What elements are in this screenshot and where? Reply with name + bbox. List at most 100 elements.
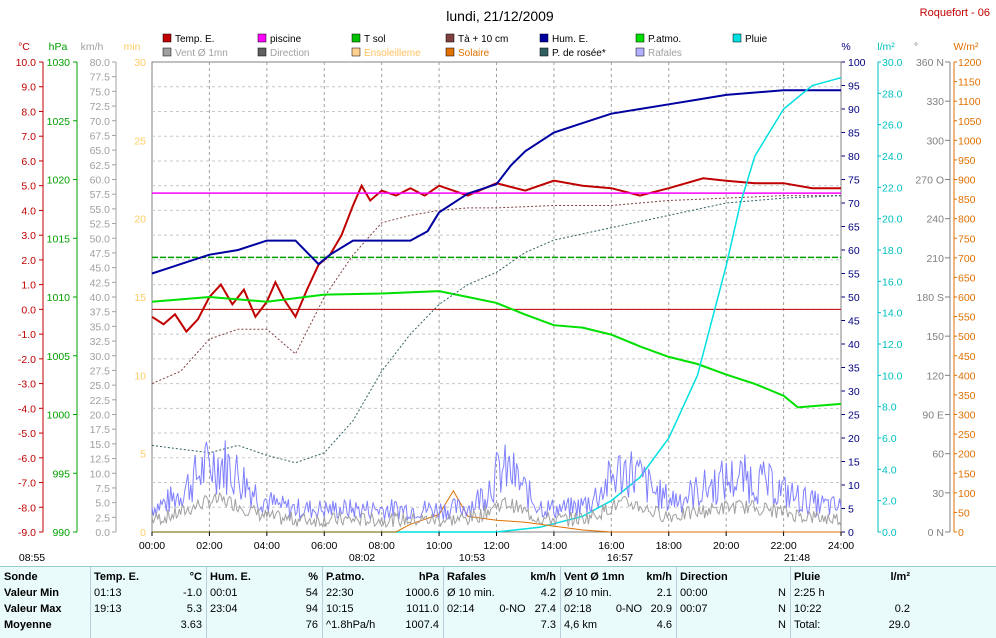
stats-divider	[90, 567, 91, 638]
temp-axis-tick-label: -8.0	[18, 502, 36, 514]
stats-cell: 23:04 94	[210, 601, 318, 617]
pct-axis-tick-label: 0	[848, 527, 854, 539]
temp-axis-tick-label: -6.0	[18, 453, 36, 465]
pct-axis-tick-label: 70	[848, 198, 860, 210]
stats-cell-value: 22:30	[326, 587, 354, 599]
hpa-axis-tick-label: 1030	[47, 57, 71, 69]
stats-cell-value: 1011.0	[406, 603, 439, 615]
wm2-axis-tick-label: 750	[958, 233, 976, 245]
kmh-axis-tick-label: 80.0	[90, 57, 111, 69]
stats-cell: 00:07 N	[680, 601, 786, 617]
stats-column-title: Hum. E.	[210, 571, 251, 583]
stats-cell-value: 23:04	[210, 603, 238, 615]
stats-row-label: Valeur Min	[4, 587, 60, 599]
lm2-axis-tick-label: 20.0	[882, 214, 903, 226]
pct-axis-tick-label: 60	[848, 245, 860, 257]
min-axis-tick-label: 10	[134, 370, 146, 382]
stats-cell: 02:18 0-NO 20.9	[564, 601, 672, 617]
pct-axis-tick-label: 30	[848, 386, 860, 398]
stats-cell-value: 0-NO	[499, 603, 526, 615]
lm2-axis-tick-label: 24.0	[882, 151, 903, 163]
lm2-axis-tick-label: 26.0	[882, 120, 903, 132]
legend-label: Direction	[270, 48, 309, 59]
stats-column-header: Pluie l/m²	[794, 569, 910, 585]
stats-cell: ^1.8hPa/h 1007.4	[326, 617, 439, 633]
kmh-axis-tick-label: 7.5	[95, 483, 110, 495]
marker-label: 08:55	[19, 552, 45, 564]
hpa-axis-tick-label: 1025	[47, 116, 71, 128]
stats-column-title: Rafales	[447, 571, 487, 583]
lm2-axis-tick-label: 16.0	[882, 276, 903, 288]
stats-cell: 00:00 N	[680, 585, 786, 601]
lm2-axis-tick-label: 18.0	[882, 245, 903, 257]
stats-divider	[790, 567, 791, 638]
stats-cell-value: Ø 10 min.	[564, 587, 612, 599]
lm2-axis-tick-label: 28.0	[882, 88, 903, 100]
wm2-axis-unit: W/m²	[953, 41, 979, 53]
deg-axis-tick-label: 270 O	[915, 175, 944, 187]
hpa-axis-tick-label: 1005	[47, 351, 71, 363]
wm2-axis-tick-label: 50	[958, 507, 970, 519]
legend-swatch	[351, 47, 361, 57]
weather-chart: lundi, 21/12/2009 Roquefort - 06 Temp. E…	[16, 7, 990, 564]
kmh-axis-tick-label: 50.0	[90, 233, 111, 245]
kmh-axis-tick-label: 42.5	[90, 277, 111, 289]
kmh-axis-tick-label: 32.5	[90, 336, 111, 348]
pct-axis-tick-label: 5	[848, 504, 854, 516]
stats-cell: Total: 29.0	[794, 617, 910, 633]
stats-cell-value: 0-NO	[615, 603, 643, 615]
stats-cell: 01:13 -1.0	[94, 585, 202, 601]
time-tick-label: 04:00	[254, 540, 280, 552]
kmh-axis-tick-label: 12.5	[90, 454, 111, 466]
kmh-axis-tick-label: 15.0	[90, 439, 111, 451]
deg-axis-tick-label: 330	[926, 96, 944, 108]
temp-axis-tick-label: 4.0	[21, 205, 36, 217]
kmh-axis-tick-label: 70.0	[90, 116, 111, 128]
kmh-axis-tick-label: 17.5	[90, 424, 111, 436]
wm2-axis-tick-label: 450	[958, 351, 976, 363]
temp-axis-tick-label: -4.0	[18, 403, 36, 415]
stats-cell-value: 10:15	[326, 603, 354, 615]
stats-cell: 00:01 54	[210, 585, 318, 601]
kmh-axis-tick-label: 22.5	[90, 395, 111, 407]
stats-cell: 10:15 1011.0	[326, 601, 439, 617]
deg-axis-tick-label: 120	[926, 370, 944, 382]
marker-label: 08:02	[349, 552, 375, 564]
kmh-axis-tick-label: 10.0	[90, 468, 111, 480]
kmh-axis-tick-label: 47.5	[90, 248, 111, 260]
stats-divider	[322, 567, 323, 638]
wm2-axis-tick-label: 1100	[958, 96, 981, 108]
stats-column-title: P.atmo.	[326, 571, 365, 583]
stats-cell-value: 2:25 h	[794, 587, 825, 599]
wm2-axis-tick-label: 200	[958, 449, 976, 461]
deg-axis-tick-label: 360 N	[916, 57, 944, 69]
stats-cell-value: -1.0	[183, 587, 202, 599]
kmh-axis-tick-label: 65.0	[90, 145, 111, 157]
legend-label: Tà + 10 cm	[458, 34, 508, 45]
marker-label: 10:53	[459, 552, 485, 564]
series-line-rafales	[151, 440, 842, 521]
temp-axis-tick-label: 8.0	[21, 106, 36, 118]
stats-cell-value: 1000.6	[405, 587, 439, 599]
time-tick-label: 20:00	[713, 540, 739, 552]
right-axes: 0 5 10 15 20 25 30 35 40 45 50 55 60 65 70 75 80 85 90 95 10…	[841, 41, 982, 539]
stats-cell-value: N	[778, 603, 786, 615]
temp-axis-tick-label: -2.0	[18, 354, 36, 366]
stats-cell-value: 00:07	[680, 603, 708, 615]
stats-cell-value: 27.4	[534, 603, 556, 615]
lm2-axis-tick-label: 6.0	[882, 433, 897, 445]
wm2-axis-tick-label: 700	[958, 253, 976, 265]
stats-cell: 10:22 0.2	[794, 601, 910, 617]
kmh-axis-tick-label: 37.5	[90, 307, 111, 319]
stats-column-unit: %	[308, 571, 318, 583]
legend-label: T sol	[364, 34, 386, 45]
min-axis-tick-label: 0	[140, 527, 146, 539]
legend-swatch	[539, 33, 549, 43]
pct-axis-tick-label: 65	[848, 222, 860, 234]
kmh-axis-tick-label: 52.5	[90, 219, 111, 231]
temp-axis-tick-label: 5.0	[21, 181, 36, 193]
stats-cell-value: N	[778, 619, 786, 631]
kmh-axis-tick-label: 77.5	[90, 72, 111, 84]
legend-label: Temp. E.	[175, 34, 214, 45]
lm2-axis-tick-label: 30.0	[882, 57, 903, 69]
